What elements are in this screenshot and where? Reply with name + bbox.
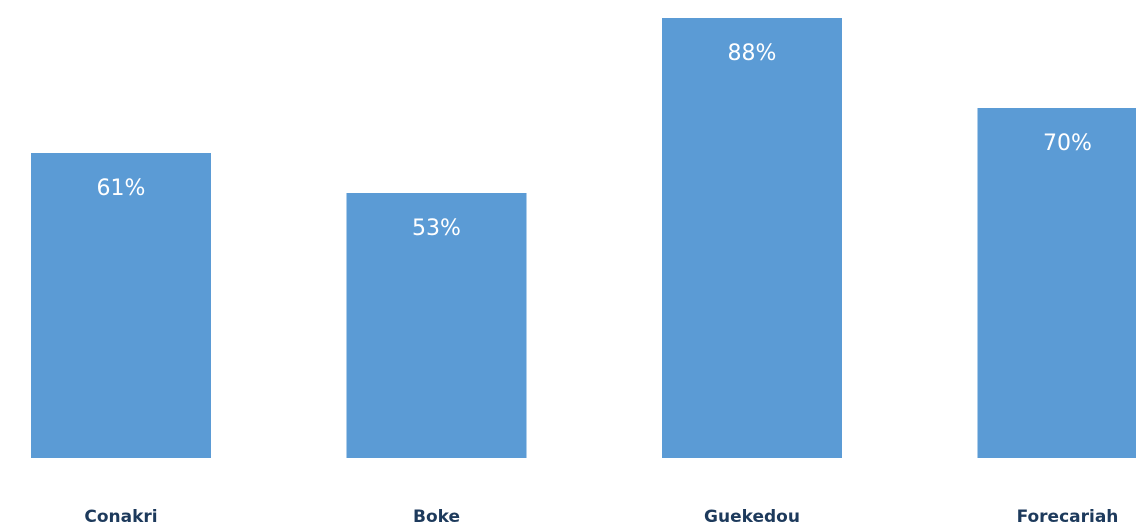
data-labels-group: 61% 53% 88% 70% <box>97 41 1092 241</box>
data-label-forecariah: 70% <box>1043 131 1092 156</box>
category-label-conakri: Conakri <box>84 507 157 524</box>
data-label-guekedou: 88% <box>728 41 777 66</box>
bar-conakri <box>31 153 211 458</box>
category-label-guekedou: Guekedou <box>704 507 800 524</box>
category-label-boke: Boke <box>413 507 460 524</box>
category-label-forecariah: Forecariah <box>1017 507 1119 524</box>
data-label-boke: 53% <box>412 216 461 241</box>
bars-group <box>31 18 1136 458</box>
category-labels-group: Conakri Boke Guekedou Forecariah <box>84 507 1118 524</box>
data-label-conakri: 61% <box>97 176 146 201</box>
bar-forecariah <box>977 108 1136 458</box>
bar-boke <box>346 193 527 458</box>
bar-guekedou <box>662 18 842 458</box>
